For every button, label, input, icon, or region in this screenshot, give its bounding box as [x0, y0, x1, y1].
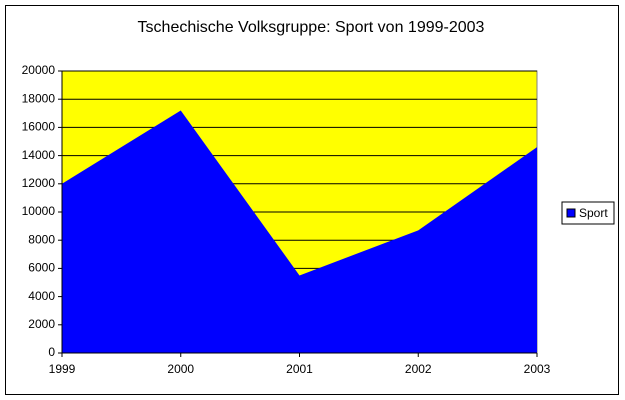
x-tick-label: 2003	[524, 362, 551, 376]
x-tick-label: 1999	[49, 362, 76, 376]
y-tick-label: 6000	[28, 261, 55, 275]
legend-box	[561, 201, 615, 225]
x-tick-label: 2001	[286, 362, 313, 376]
y-tick-label: 10000	[22, 204, 56, 218]
y-tick-label: 4000	[28, 289, 55, 303]
legend-swatch	[566, 208, 576, 218]
legend-label: Sport	[579, 206, 608, 220]
y-tick-label: 18000	[22, 91, 56, 105]
y-tick-label: 14000	[22, 148, 56, 162]
chart-title: Tschechische Volksgruppe: Sport von 1999…	[138, 19, 485, 36]
y-tick-label: 16000	[22, 120, 56, 134]
y-tick-label: 20000	[22, 63, 56, 77]
y-tick-label: 0	[48, 345, 55, 359]
y-tick-label: 2000	[28, 317, 55, 331]
y-tick-label: 12000	[22, 176, 56, 190]
x-tick-label: 2002	[405, 362, 432, 376]
y-tick-label: 8000	[28, 232, 55, 246]
x-tick-label: 2000	[167, 362, 194, 376]
area	[62, 110, 537, 353]
